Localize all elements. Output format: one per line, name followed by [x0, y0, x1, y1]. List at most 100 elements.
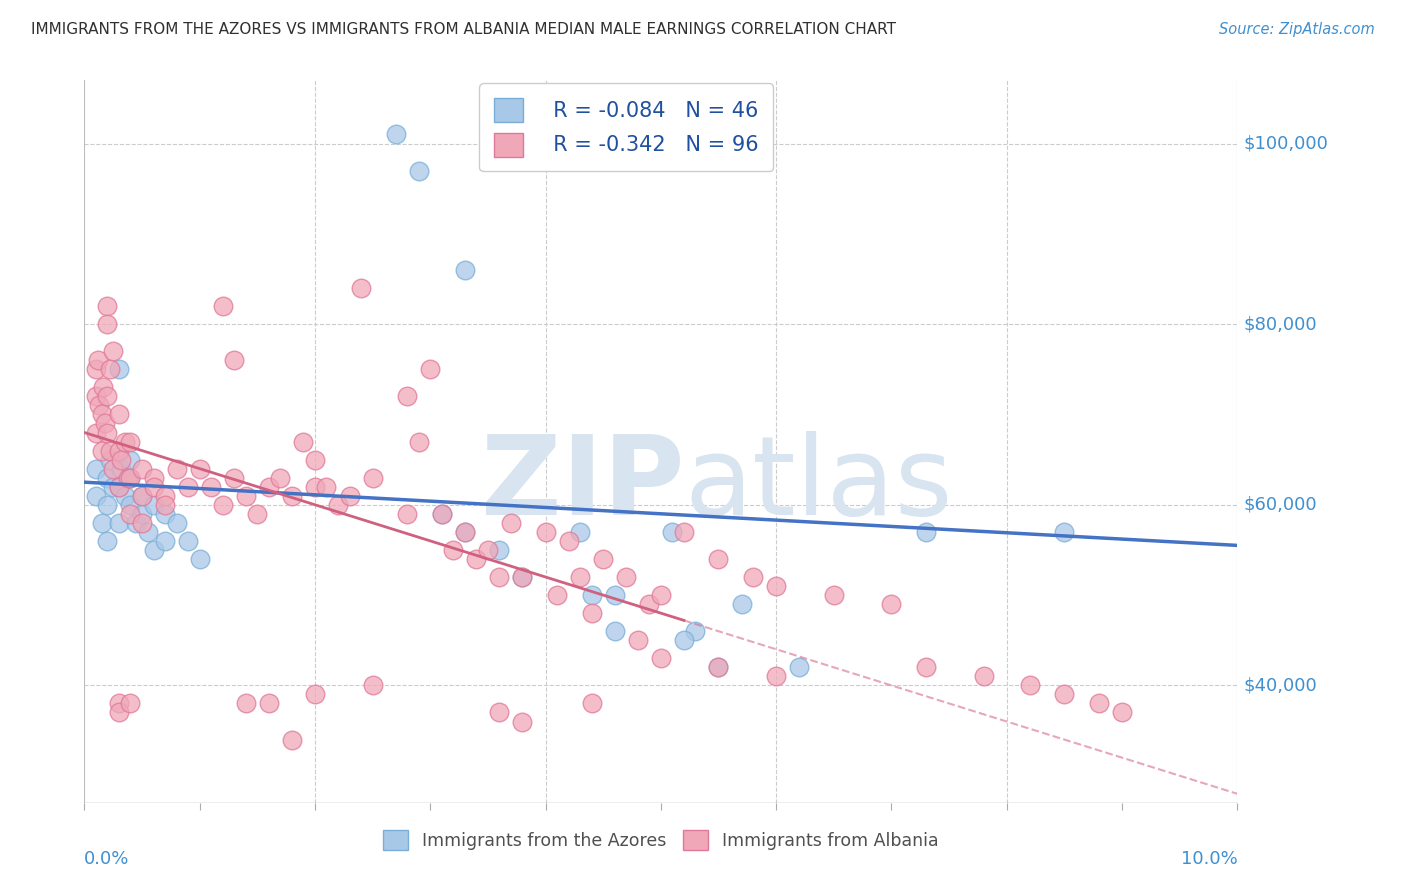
Point [166, 516, 188, 530]
Point [650, 651, 672, 665]
Point [117, 470, 139, 484]
Point [269, 470, 291, 484]
Point [131, 461, 153, 475]
Point [488, 706, 510, 720]
Point [326, 498, 349, 512]
Point [96, 470, 118, 484]
Point [103, 480, 124, 494]
Point [257, 697, 280, 711]
Point [108, 480, 131, 494]
Point [581, 606, 603, 620]
Point [512, 714, 534, 729]
Point [200, 480, 222, 494]
Point [765, 579, 787, 593]
Point [110, 461, 132, 475]
Point [224, 353, 246, 368]
Point [430, 507, 453, 521]
Point [304, 452, 326, 467]
Point [787, 660, 810, 674]
Point [120, 434, 142, 449]
Point [91, 380, 114, 394]
Point [142, 498, 165, 512]
Legend: Immigrants from the Azores, Immigrants from Albania: Immigrants from the Azores, Immigrants f… [375, 822, 946, 859]
Point [211, 498, 233, 512]
Point [1053, 524, 1076, 539]
Point [96, 389, 118, 403]
Point [499, 516, 522, 530]
Point [108, 706, 131, 720]
Point [512, 570, 534, 584]
Text: IMMIGRANTS FROM THE AZORES VS IMMIGRANTS FROM ALBANIA MEDIAN MALE EARNINGS CORRE: IMMIGRANTS FROM THE AZORES VS IMMIGRANTS… [31, 22, 896, 37]
Point [166, 461, 188, 475]
Point [224, 470, 246, 484]
Point [627, 633, 650, 648]
Point [603, 588, 626, 602]
Text: 10.0%: 10.0% [1181, 850, 1237, 868]
Point [707, 552, 730, 566]
Point [108, 443, 131, 458]
Point [177, 533, 200, 548]
Point [94, 417, 117, 431]
Point [110, 452, 132, 467]
Point [488, 570, 510, 584]
Point [569, 524, 592, 539]
Point [90, 443, 112, 458]
Text: $100,000: $100,000 [1243, 135, 1327, 153]
Point [592, 552, 614, 566]
Point [103, 461, 124, 475]
Point [765, 669, 787, 683]
Point [650, 588, 672, 602]
Point [114, 434, 136, 449]
Text: ZIP: ZIP [481, 432, 683, 539]
Point [90, 516, 112, 530]
Point [108, 480, 131, 494]
Point [84, 489, 107, 503]
Point [96, 299, 118, 313]
Point [672, 633, 695, 648]
Point [125, 516, 148, 530]
Point [120, 697, 142, 711]
Point [557, 533, 579, 548]
Point [98, 452, 121, 467]
Point [153, 498, 176, 512]
Point [96, 498, 118, 512]
Point [707, 660, 730, 674]
Point [188, 461, 211, 475]
Point [488, 542, 510, 557]
Point [730, 597, 752, 611]
Point [131, 489, 153, 503]
Point [108, 408, 131, 422]
Point [142, 542, 165, 557]
Point [292, 434, 315, 449]
Point [120, 452, 142, 467]
Point [454, 263, 477, 277]
Point [136, 524, 159, 539]
Point [98, 362, 121, 376]
Point [188, 552, 211, 566]
Point [742, 570, 765, 584]
Point [1053, 687, 1076, 701]
Point [672, 524, 695, 539]
Point [96, 425, 118, 440]
Point [153, 507, 176, 521]
Point [235, 489, 257, 503]
Point [108, 697, 131, 711]
Point [96, 533, 118, 548]
Point [638, 597, 661, 611]
Point [304, 687, 326, 701]
Text: $80,000: $80,000 [1243, 315, 1316, 333]
Point [408, 163, 430, 178]
Point [454, 524, 477, 539]
Point [880, 597, 903, 611]
Point [87, 353, 110, 368]
Point [408, 434, 430, 449]
Point [581, 697, 603, 711]
Point [614, 570, 637, 584]
Point [153, 533, 176, 548]
Point [361, 678, 384, 692]
Point [707, 660, 730, 674]
Point [915, 660, 938, 674]
Point [98, 443, 121, 458]
Point [153, 489, 176, 503]
Point [281, 489, 304, 503]
